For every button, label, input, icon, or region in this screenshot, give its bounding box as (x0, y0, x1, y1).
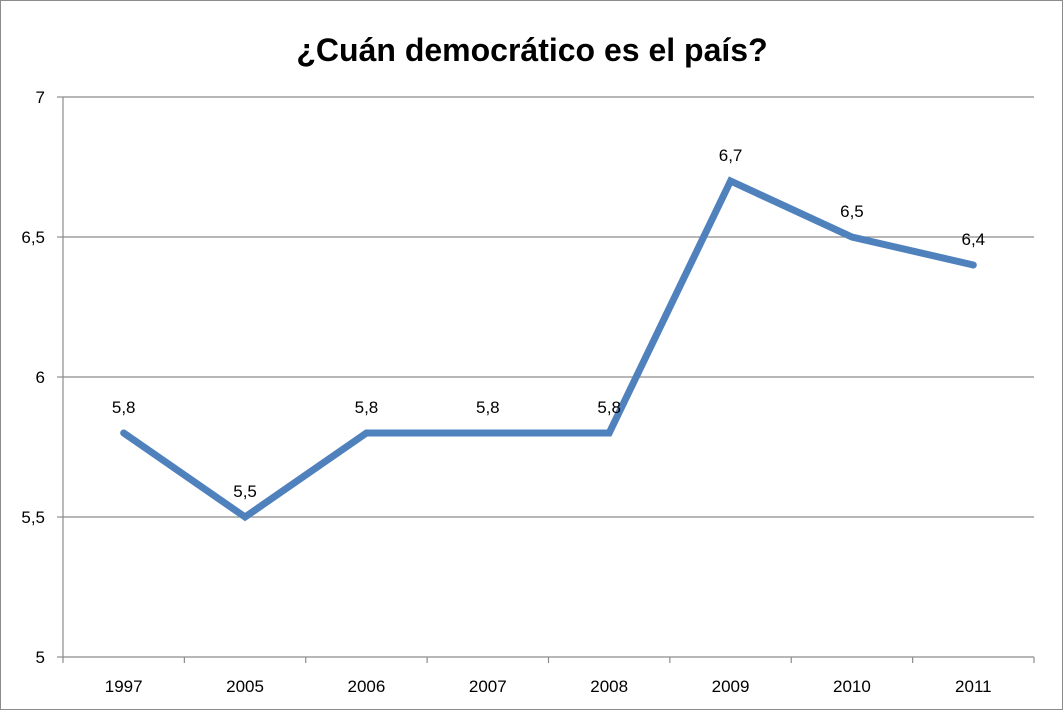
x-tick-label: 2010 (833, 677, 871, 696)
data-point (851, 236, 853, 238)
series (120, 176, 977, 522)
x-tick-label: 2011 (955, 677, 992, 696)
data-label: 6,7 (719, 146, 743, 165)
data-label: 5,8 (597, 398, 621, 417)
gridlines (63, 96, 1034, 518)
data-label: 5,5 (233, 482, 257, 501)
series-line (120, 176, 977, 522)
data-point (487, 432, 489, 434)
data-point (123, 432, 125, 434)
data-point (365, 432, 367, 434)
data-point (972, 264, 974, 266)
data-point (730, 180, 732, 182)
y-tick-label: 5,5 (21, 508, 45, 527)
chart-title: ¿Cuán democrático es el país? (296, 32, 767, 68)
x-tick-label: 2005 (226, 677, 264, 696)
data-point (244, 516, 246, 518)
data-label: 6,5 (840, 202, 864, 221)
y-tick-label: 6,5 (21, 228, 45, 247)
x-tick-label: 2008 (590, 677, 628, 696)
x-tick-label: 2009 (712, 677, 750, 696)
y-tick-label: 7 (36, 88, 45, 107)
data-label: 5,8 (112, 398, 136, 417)
x-tick-label: 1997 (105, 677, 143, 696)
data-point (608, 432, 610, 434)
data-label: 5,8 (355, 398, 379, 417)
axes: 5 5,5 6 6,5 7 1997 2005 2006 2007 2008 2009 2010 201… (21, 88, 1035, 696)
data-label: 5,8 (476, 398, 500, 417)
data-label: 6,4 (961, 230, 985, 249)
y-tick-label: 5 (36, 648, 45, 667)
x-tick-label: 2006 (348, 677, 386, 696)
data-labels: 5,8 5,5 5,8 5,8 5,8 6,7 6,5 6,4 (112, 146, 985, 501)
y-tick-label: 6 (36, 368, 45, 387)
x-tick-label: 2007 (469, 677, 507, 696)
